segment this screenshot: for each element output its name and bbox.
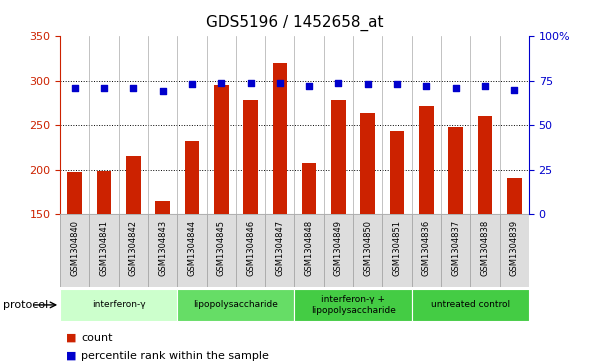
Bar [60,289,177,321]
Bar [126,156,141,214]
Bar [60,214,90,287]
Text: ■: ■ [66,351,76,361]
Text: ■: ■ [66,333,76,343]
Text: GSM1304843: GSM1304843 [158,220,167,276]
Text: untreated control: untreated control [431,301,510,309]
Bar [155,201,170,214]
Text: count: count [81,333,112,343]
Text: GSM1304841: GSM1304841 [100,220,109,276]
Text: percentile rank within the sample: percentile rank within the sample [81,351,269,361]
Text: GSM1304837: GSM1304837 [451,220,460,276]
Bar [412,214,441,287]
Bar [412,289,529,321]
Point [275,79,285,85]
Bar [207,214,236,287]
Bar [214,85,228,214]
Point [421,83,431,89]
Bar [478,116,492,214]
Text: GSM1304840: GSM1304840 [70,220,79,276]
Point [363,81,373,87]
Bar [236,214,265,287]
Text: GDS5196 / 1452658_at: GDS5196 / 1452658_at [206,15,383,31]
Point [216,79,226,85]
Bar [324,214,353,287]
Text: GSM1304850: GSM1304850 [363,220,372,276]
Bar [294,214,324,287]
Text: GSM1304847: GSM1304847 [275,220,284,276]
Bar [302,163,317,214]
Bar [448,127,463,214]
Text: GSM1304846: GSM1304846 [246,220,255,276]
Bar [118,214,148,287]
Text: GSM1304849: GSM1304849 [334,220,343,276]
Bar [243,100,258,214]
Point [187,81,197,87]
Text: GSM1304838: GSM1304838 [480,220,489,276]
Bar [361,113,375,214]
Text: GSM1304836: GSM1304836 [422,220,431,276]
Text: GSM1304844: GSM1304844 [188,220,197,276]
Point [158,89,168,94]
Bar [185,141,200,214]
Bar [470,214,499,287]
Point [246,79,255,85]
Bar [507,178,522,214]
Bar [265,214,294,287]
Bar [382,214,412,287]
Bar [177,289,294,321]
Bar [499,214,529,287]
Bar [90,214,119,287]
Point [70,85,79,91]
Text: interferon-γ +
lipopolysaccharide: interferon-γ + lipopolysaccharide [311,295,395,315]
Point [392,81,402,87]
Bar [353,214,382,287]
Point [334,79,343,85]
Point [480,83,490,89]
Text: lipopolysaccharide: lipopolysaccharide [194,301,278,309]
Bar [419,106,434,214]
Bar [331,100,346,214]
Text: GSM1304848: GSM1304848 [305,220,314,276]
Bar [272,63,287,214]
Bar [148,214,177,287]
Text: GSM1304851: GSM1304851 [392,220,401,276]
Point [451,85,460,91]
Bar [389,131,404,214]
Text: protocol: protocol [3,300,48,310]
Point [510,87,519,93]
Point [304,83,314,89]
Bar [67,172,82,214]
Text: GSM1304839: GSM1304839 [510,220,519,276]
Text: GSM1304842: GSM1304842 [129,220,138,276]
Text: interferon-γ: interferon-γ [92,301,145,309]
Point [99,85,109,91]
Bar [441,214,470,287]
Bar [294,289,412,321]
Bar [177,214,207,287]
Point [129,85,138,91]
Text: GSM1304845: GSM1304845 [217,220,226,276]
Bar [97,171,111,214]
